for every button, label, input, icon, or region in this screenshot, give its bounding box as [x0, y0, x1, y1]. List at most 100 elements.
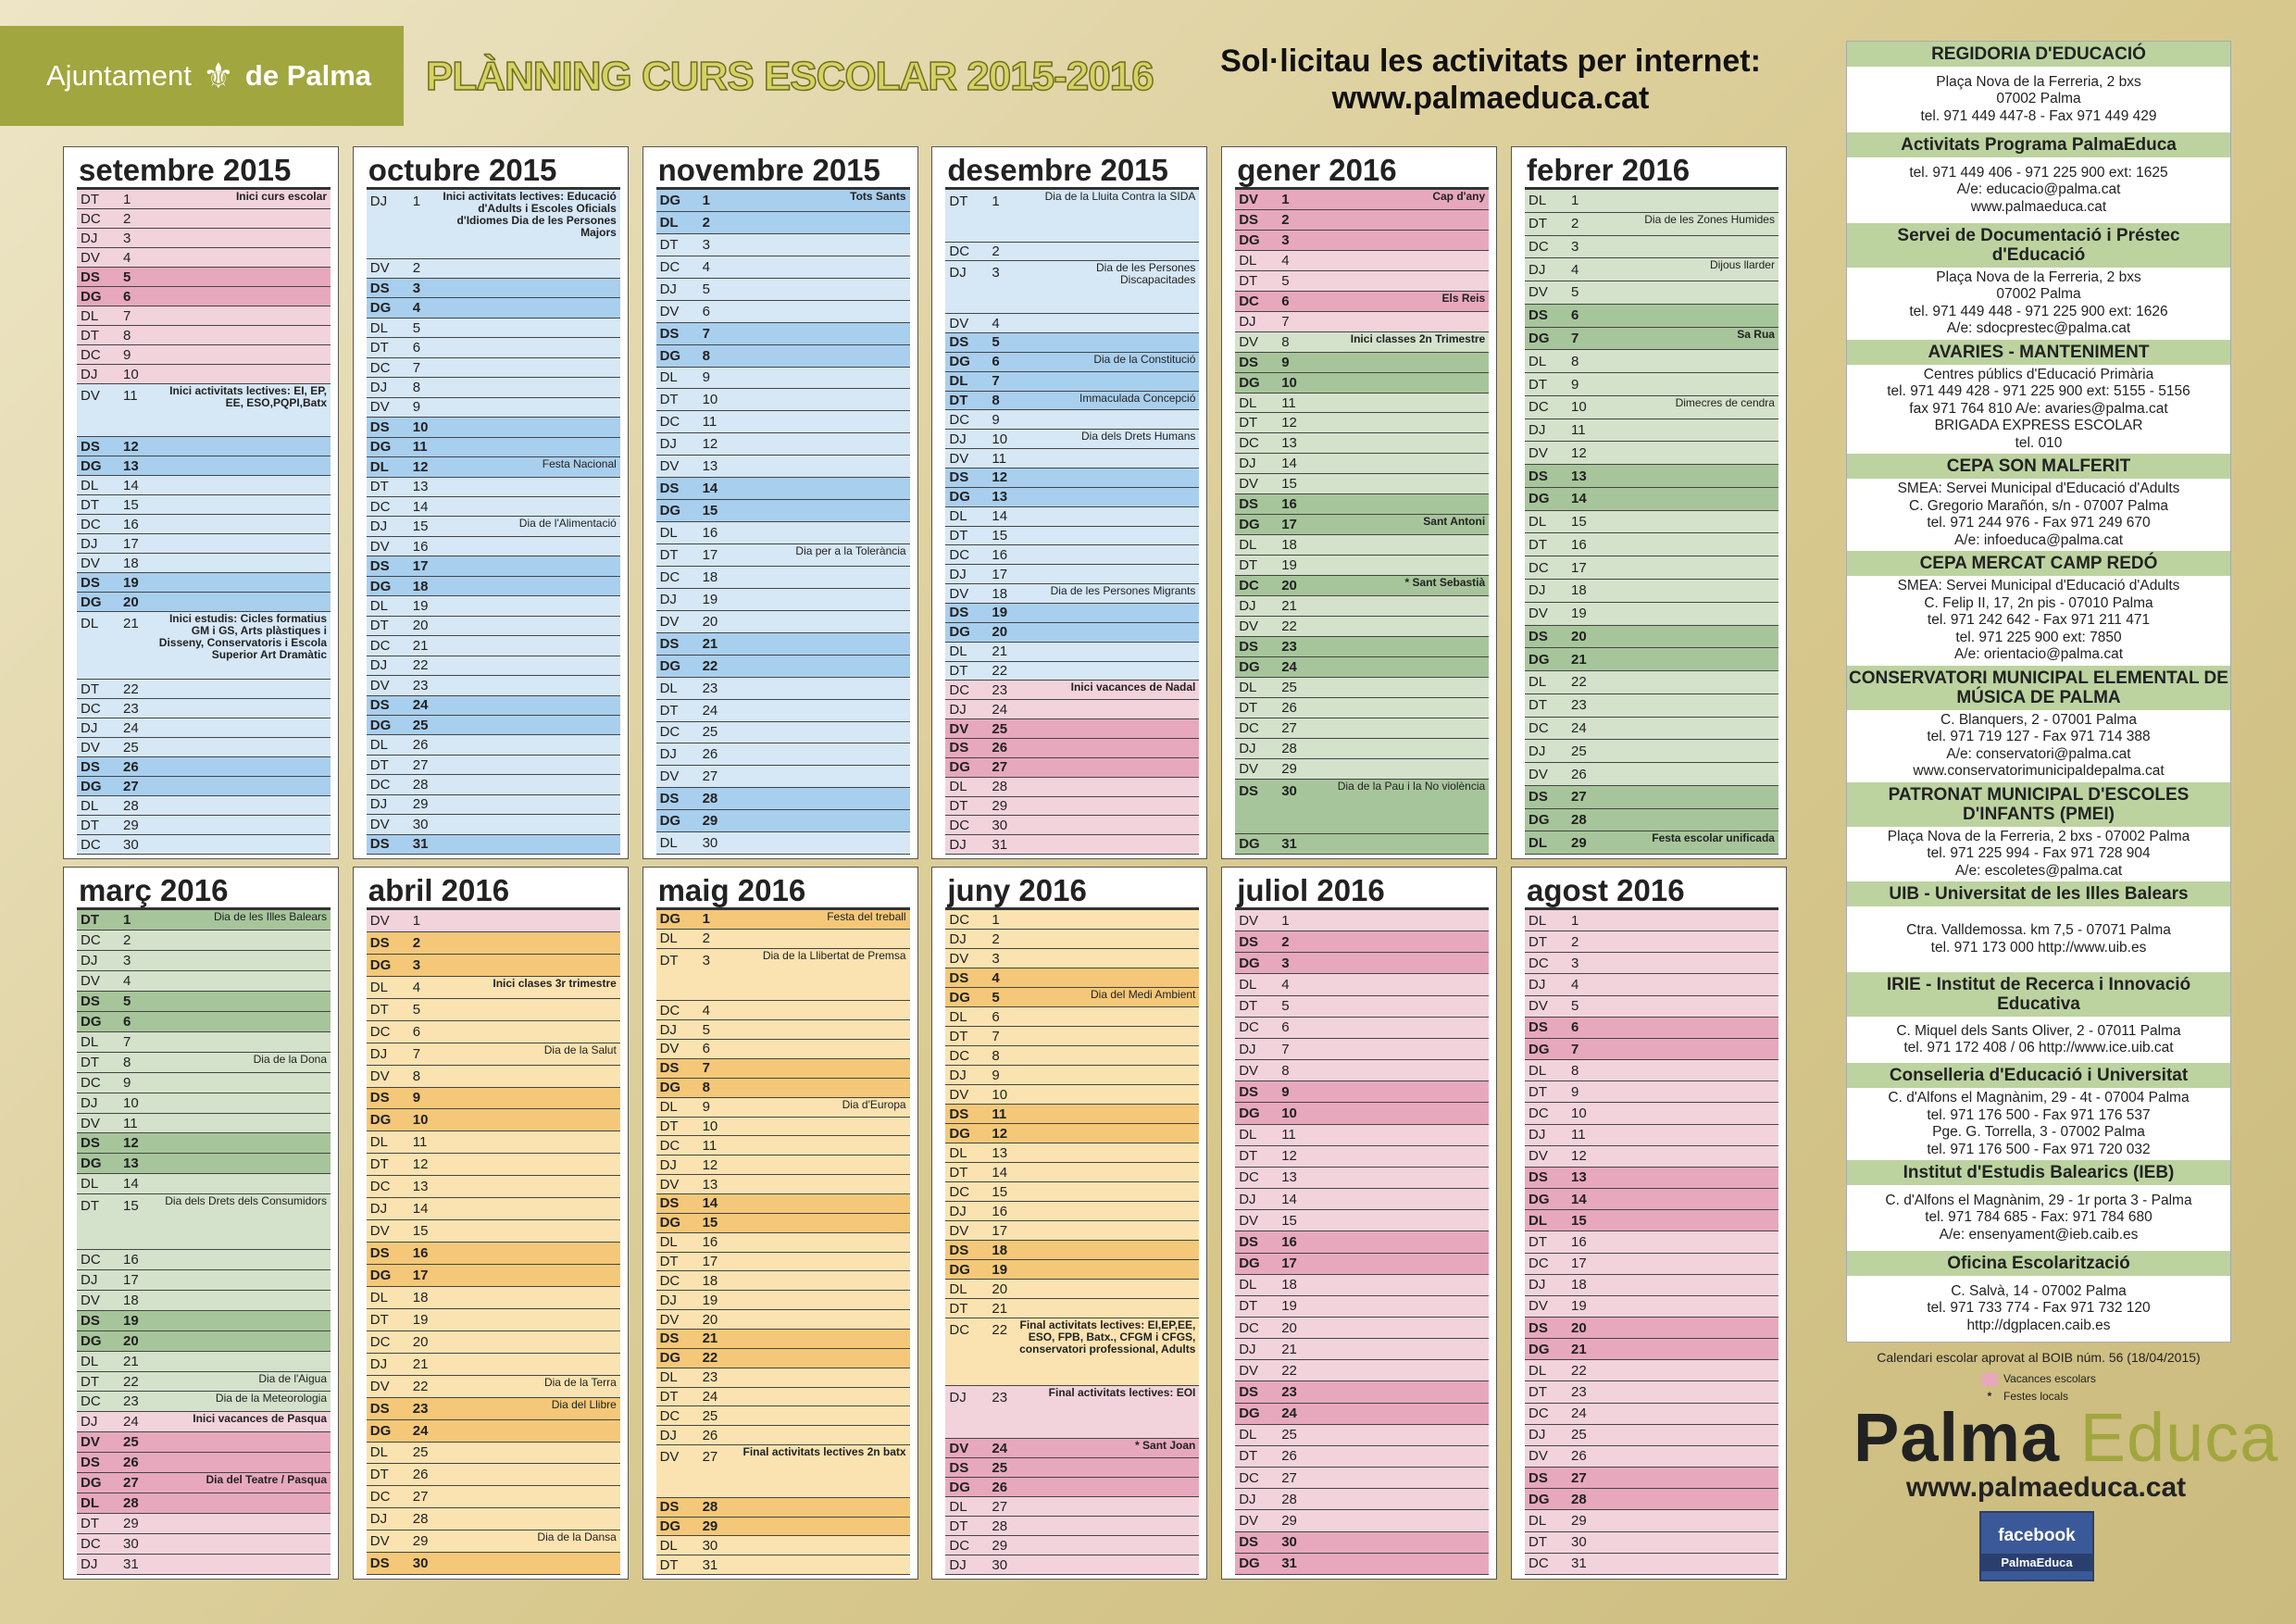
day-number: 30	[1281, 782, 1297, 799]
day-event: Dia de la Pau i la No violència	[1337, 779, 1486, 793]
day-number: 30	[992, 817, 1008, 833]
month-3: desembre 2015 DT 1 Dia de la Lluita Contra …	[931, 146, 1208, 859]
day-row: DG 31	[1235, 834, 1490, 856]
day-number: 11	[992, 1106, 1007, 1122]
day-row: DV 15	[1235, 1210, 1490, 1232]
day-number: 5	[702, 281, 710, 297]
day-event: Sant Antoni	[1423, 515, 1486, 529]
day-row: DL 11	[366, 1131, 620, 1155]
day-row: DL 15	[1524, 510, 1778, 534]
weekday: DL	[81, 477, 99, 493]
day-number: 9	[702, 1099, 710, 1116]
day-event: Dia per a la Tolerància	[795, 544, 906, 557]
day-row: DV 18	[77, 1290, 331, 1311]
contact-line[interactable]: www.conservatorimunicipaldepalma.cat	[1913, 763, 2165, 780]
contact-line[interactable]: A/e: sdocprestec@palma.cat	[1946, 320, 2131, 337]
weekday: DL	[369, 979, 388, 995]
month-title: gener 2016	[1235, 151, 1490, 190]
day-number: 22	[992, 663, 1008, 679]
day-number: 26	[702, 1427, 718, 1443]
weekday: DT	[1239, 557, 1258, 574]
day-row: DT 19	[366, 1308, 620, 1331]
contact-title: Institut d'Estudis Balearics (IEB)	[1847, 1160, 2230, 1186]
day-event: Dia del Teatre / Pasqua	[206, 1473, 328, 1487]
day-row: DL 11	[1235, 393, 1490, 414]
day-row: DT 29	[945, 796, 1200, 817]
day-row: DJ 24 Inici vacances de Pasqua	[77, 1412, 331, 1433]
day-number: 10	[702, 392, 718, 408]
weekday: DS	[1239, 638, 1259, 655]
day-number: 19	[702, 1292, 718, 1308]
day-row: DL 5	[366, 318, 620, 339]
contact-line[interactable]: http://dgplacen.caib.es	[1966, 1317, 2111, 1333]
weekday: DS	[949, 1106, 969, 1122]
day-row: DT 29	[77, 1514, 331, 1535]
day-number: 4	[702, 258, 710, 275]
contact-line[interactable]: tel. 971 173 000 http://www.uib.es	[1930, 939, 2147, 956]
palmaeduca-url[interactable]: www.palmaeduca.cat	[1905, 1472, 2187, 1503]
day-number: 13	[702, 1176, 718, 1193]
day-number: 21	[123, 1353, 139, 1369]
contact-line[interactable]: A/e: educacio@palma.cat	[1956, 181, 2121, 198]
day-number: 8	[1281, 333, 1290, 350]
day-number: 18	[412, 578, 429, 594]
weekday: DT	[1239, 1298, 1258, 1315]
contact-line[interactable]: A/e: conservatori@palma.cat	[1946, 745, 2131, 762]
day-number: 23	[123, 700, 139, 717]
day-number: 20	[412, 618, 429, 634]
day-number: 12	[702, 1156, 718, 1173]
day-number: 31	[1281, 1555, 1297, 1572]
day-number: 1	[702, 192, 710, 208]
day-row: DT 20	[366, 616, 620, 637]
day-number: 17	[412, 558, 429, 575]
day-number: 14	[123, 477, 139, 493]
day-number: 2	[1281, 933, 1290, 950]
day-row: DC 16	[945, 545, 1200, 566]
day-row: DJ 4 Dijous llarder	[1524, 258, 1778, 282]
day-row: DT 12	[1235, 1145, 1490, 1168]
day-row: DL 8	[1524, 1060, 1778, 1082]
day-number: 28	[992, 1518, 1008, 1534]
month-5: febrer 2016 DL 1 DT 2 Dia de les Zones Humide…	[1510, 146, 1787, 859]
day-row: DJ 26	[655, 1426, 910, 1446]
contact-line[interactable]: tel. 971 172 408 / 06 http://www.ice.uib…	[1903, 1040, 2174, 1056]
contact-block: AVARIES - MANTENIMENT Centres públics d'E…	[1847, 339, 2230, 455]
brand-main: Palma	[1853, 1399, 2061, 1476]
contact-line[interactable]: fax 971 764 810 A/e: avaries@palma.cat	[1909, 400, 2168, 417]
day-number: 28	[1570, 812, 1587, 829]
day-row: DS 14	[655, 1193, 910, 1214]
weekday: DG	[1239, 836, 1260, 853]
request-notice-url[interactable]: www.palmaeduca.cat	[1331, 81, 1650, 116]
day-row: DC 6 Els Reis	[1235, 291, 1490, 312]
facebook-badge[interactable]: facebook PalmaEduca	[1979, 1511, 2094, 1581]
contact-title: Activitats Programa PalmaEduca	[1847, 131, 2230, 157]
day-row: DV 27 Final activitats lectives 2n batx	[655, 1445, 910, 1498]
day-row: DJ 12	[655, 1156, 910, 1176]
contact-line[interactable]: www.palmaeduca.cat	[1970, 198, 2107, 215]
contact-line[interactable]: A/e: orientacio@palma.cat	[1953, 646, 2124, 663]
day-row: DS 6	[1524, 1017, 1778, 1039]
weekday: DS	[1528, 628, 1548, 644]
day-row: DC 6	[1235, 1017, 1490, 1039]
contact-line[interactable]: A/e: ensenyament@ieb.caib.es	[1939, 1226, 2139, 1243]
weekday: DT	[81, 191, 99, 207]
month-days: DV 1 Cap d'any DS 2 DG 3 DL 4 DT 5 DC 6 Els Reis DJ 7 DV…	[1235, 190, 1490, 856]
weekday: DC	[1239, 578, 1259, 594]
contact-line[interactable]: A/e: infoeduca@palma.cat	[1953, 531, 2124, 548]
weekday: DC	[1528, 559, 1549, 576]
day-number: 11	[702, 1137, 718, 1154]
contact-line[interactable]: A/e: escoletes@palma.cat	[1954, 862, 2123, 879]
weekday: DG	[369, 300, 392, 317]
day-row: DL 9	[655, 367, 910, 390]
weekday: DL	[659, 1099, 678, 1116]
weekday: DV	[1239, 760, 1259, 777]
day-number: 1	[702, 911, 710, 928]
weekday: DJ	[659, 1292, 677, 1308]
weekday: DL	[369, 319, 388, 336]
weekday: DJ	[659, 591, 677, 607]
day-number: 26	[412, 1467, 429, 1483]
day-number: 17	[1281, 1255, 1297, 1272]
day-row: DJ 31	[77, 1555, 331, 1576]
day-number: 16	[123, 1251, 139, 1268]
day-number: 30	[702, 1537, 718, 1554]
